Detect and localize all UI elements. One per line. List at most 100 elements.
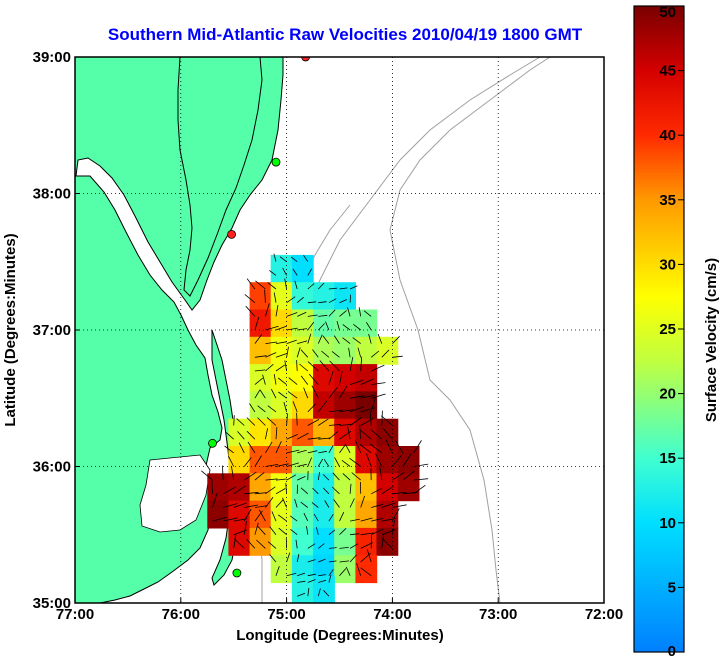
velocity-cell: [249, 336, 272, 365]
velocity-vector: [339, 528, 347, 535]
velocity-vector: [349, 498, 355, 508]
velocity-vector: [275, 325, 287, 331]
velocity-vector: [381, 485, 394, 495]
velocity-vector: [370, 429, 383, 440]
y-tick-label: 37:00: [33, 322, 71, 339]
velocity-vector: [318, 437, 331, 440]
velocity-vector: [381, 349, 390, 358]
velocity-vector: [292, 268, 298, 276]
velocity-vector: [339, 287, 348, 290]
velocity-cell: [334, 364, 356, 392]
velocity-vector: [296, 296, 304, 304]
velocity-vector: [297, 592, 306, 597]
velocity-vector: [246, 417, 256, 426]
velocity-vector: [349, 483, 352, 494]
velocity-vector: [271, 511, 277, 522]
velocity-vector: [349, 294, 351, 303]
velocity-vector: [331, 486, 340, 495]
velocity-vector: [381, 537, 393, 549]
velocity-vector: [249, 403, 256, 413]
velocity-vector: [402, 453, 412, 467]
velocity-vector: [290, 528, 298, 536]
velocity-vector: [307, 321, 315, 331]
velocity-vector: [392, 336, 400, 344]
velocity-vector: [286, 449, 300, 454]
velocity-vector: [379, 466, 383, 481]
velocity-vector: [360, 378, 374, 385]
velocity-vector: [254, 492, 267, 495]
velocity-vector: [307, 543, 316, 549]
velocity-vector: [297, 340, 308, 344]
velocity-vector: [269, 526, 277, 535]
velocity-vector: [258, 509, 266, 522]
velocity-vector: [275, 463, 289, 467]
velocity-vector: [360, 356, 363, 372]
velocity-vector: [265, 341, 278, 344]
velocity-vector: [286, 296, 296, 304]
velocity-vector: [297, 432, 309, 440]
velocity-vector: [243, 520, 247, 535]
velocity-vector: [341, 459, 351, 467]
colorbar-tick-label: 35: [659, 192, 676, 209]
velocity-cell: [334, 391, 356, 420]
velocity-vector: [273, 292, 277, 303]
velocity-vector: [358, 307, 362, 317]
velocity-vector: [275, 488, 286, 495]
velocity-vector: [257, 417, 266, 426]
velocity-cell: [355, 446, 378, 474]
grid-lines: [75, 57, 604, 603]
x-tick-label: 74:00: [373, 606, 411, 623]
radar-sites: [208, 57, 310, 578]
velocity-vector: [275, 478, 287, 481]
velocity-vector: [254, 472, 265, 481]
y-axis-ticks: 39:00 38:00 37:00 36:00 35:00: [33, 49, 80, 612]
velocity-vector: [296, 360, 298, 372]
colorbar-tick-label: 45: [659, 63, 676, 80]
velocity-vector: [279, 256, 287, 263]
velocity-vector: [259, 389, 266, 399]
velocity-vector: [339, 310, 347, 317]
velocity-vector: [307, 579, 316, 583]
velocity-vector: [273, 253, 277, 262]
velocity-vector: [299, 363, 309, 372]
bathymetry-contour: [389, 57, 551, 603]
velocity-vector: [317, 472, 320, 481]
velocity-vector: [318, 574, 326, 577]
velocity-vector: [275, 341, 287, 344]
velocity-vector: [286, 312, 298, 317]
velocity-vector: [233, 502, 247, 508]
velocity-cell: [249, 309, 272, 338]
velocity-vector: [228, 456, 235, 467]
velocity-vector: [211, 479, 213, 494]
velocity-vector: [381, 410, 383, 426]
velocity-vector: [339, 385, 348, 399]
velocity-cell: [228, 527, 251, 556]
x-tick-label: 72:00: [585, 606, 623, 623]
velocity-vector: [225, 432, 234, 440]
velocity-vector: [306, 526, 309, 535]
velocity-cell: [270, 555, 293, 584]
velocity-vector: [231, 465, 235, 481]
velocity-vector: [350, 395, 365, 399]
velocity-vector: [339, 370, 343, 385]
velocity-vector: [296, 554, 300, 563]
colorbar-label: Surface Velocity (cm/s): [703, 258, 720, 422]
velocity-vector: [381, 533, 385, 549]
velocity-cell: [291, 500, 314, 529]
colorbar-tick-label: 20: [659, 386, 676, 403]
velocity-vector: [311, 385, 319, 399]
velocity-vector: [265, 496, 274, 508]
velocity-cell: [313, 364, 335, 392]
velocity-vector: [290, 256, 298, 263]
velocity-vector: [345, 566, 351, 576]
velocity-cell: [334, 446, 356, 474]
colorbar-tick-label: 0: [668, 643, 676, 659]
velocity-cell: [291, 527, 314, 556]
velocity-vector: [402, 470, 415, 481]
velocity-cell: [249, 282, 272, 311]
velocity-vector: [313, 513, 319, 522]
velocity-cell: [270, 418, 293, 447]
velocity-vector: [265, 478, 278, 481]
velocity-vector: [356, 562, 362, 576]
velocity-vector: [359, 424, 362, 440]
